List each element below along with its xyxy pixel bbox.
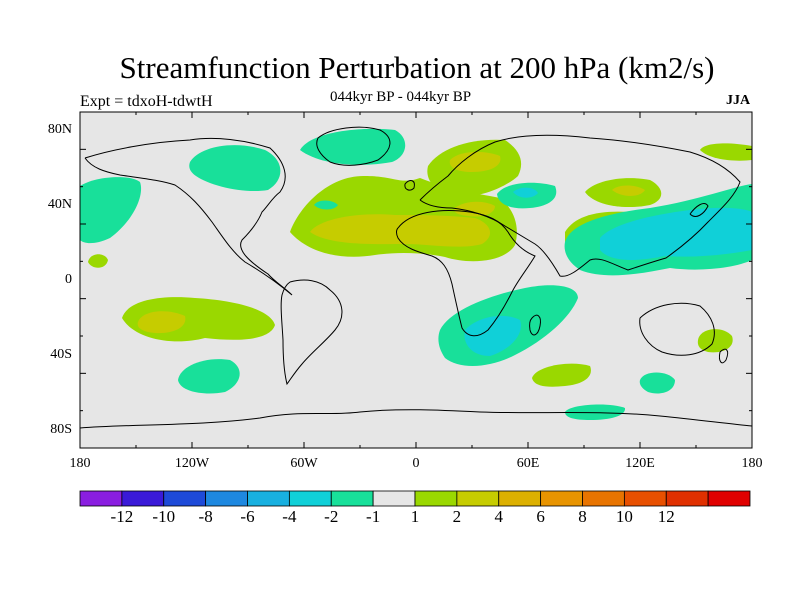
colorbar-tick-label: 4 — [494, 507, 504, 526]
colorbar-swatch — [540, 490, 583, 507]
coast-north-america — [84, 137, 293, 296]
colorbar-swatch — [163, 490, 207, 507]
period-label: 044kyr BP - 044kyr BP — [330, 89, 472, 105]
colorbar-swatch — [582, 490, 625, 507]
colorbar-swatch — [665, 490, 709, 507]
lat-label-80s: 80S — [50, 422, 72, 437]
coast-eurasia — [419, 134, 741, 277]
lon-label-0: 0 — [412, 456, 420, 471]
colorbar-swatch — [288, 490, 332, 507]
colorbar-tick-label: 10 — [615, 507, 633, 526]
colorbar-tick-label: -4 — [282, 507, 297, 526]
contour-pos-australia-east — [697, 329, 733, 353]
contour-pos2-europe — [449, 151, 501, 172]
lat-label-40s: 40S — [50, 347, 72, 362]
contour-neg-north-pacific — [80, 177, 142, 244]
coast-greenland — [316, 126, 391, 166]
colorbar-swatch — [247, 490, 290, 507]
coast-australia — [639, 302, 715, 356]
colorbar-swatch — [623, 490, 667, 507]
colorbar-swatch — [121, 490, 165, 507]
tick-layer — [79, 111, 753, 449]
contour-pos-north-pacific-east — [700, 143, 752, 161]
coastline-layer — [79, 126, 753, 429]
colorbar-tick-label: -8 — [198, 507, 213, 526]
contour-neg-atlantic-small — [314, 200, 338, 210]
colorbar-tick-label: 6 — [536, 507, 545, 526]
colorbar-tick-label: -12 — [110, 507, 134, 526]
colorbar-swatch — [79, 490, 123, 507]
colorbar-swatch — [330, 490, 374, 507]
lon-label-180w: 180 — [69, 456, 91, 471]
lon-label-60w: 60W — [290, 456, 318, 471]
contour-fill-layer — [80, 128, 752, 420]
colorbar-tick-label: -6 — [240, 507, 255, 526]
contour-pos-small-pacific — [88, 254, 108, 268]
contour-neg-north-america — [189, 145, 281, 192]
colorbar-swatch — [414, 490, 458, 507]
colorbar-tick-label: 2 — [452, 507, 462, 526]
coast-british-isles — [404, 180, 415, 191]
colorbar-tick-label: -2 — [324, 507, 339, 526]
colorbar-tick-label: -10 — [152, 507, 176, 526]
chart-title: Streamfunction Perturbation at 200 hPa (… — [119, 50, 715, 85]
contour-neg2-south-africa — [464, 315, 521, 356]
lon-label-120e: 120E — [625, 456, 655, 471]
lon-label-180e: 180 — [741, 456, 763, 471]
coast-japan — [689, 203, 709, 217]
contour-neg-west-edge — [80, 214, 92, 236]
map-background — [80, 112, 752, 448]
lat-label-80n: 80N — [47, 122, 72, 137]
contour-neg-southern-indian — [639, 372, 675, 394]
contour-neg2-caspian — [513, 187, 538, 198]
lat-label-0: 0 — [65, 272, 72, 287]
colorbar-swatch — [205, 490, 248, 507]
contour-neg2-west-pacific — [600, 207, 752, 260]
contour-pos2-africa — [310, 214, 491, 247]
colorbar-swatch — [372, 490, 416, 507]
coast-south-america — [280, 279, 343, 386]
season-label: JJA — [726, 93, 751, 108]
contour-neg-greenland — [300, 128, 406, 165]
colorbar — [79, 490, 751, 507]
colorbar-tick-label: 8 — [578, 507, 587, 526]
lon-label-60e: 60E — [516, 456, 540, 471]
colorbar-tick-label: -1 — [366, 507, 381, 526]
contour-pos2-central-asia — [612, 185, 645, 196]
lon-label-120w: 120W — [174, 456, 210, 471]
colorbar-tick-label: 1 — [410, 507, 420, 526]
lat-label-40n: 40N — [47, 197, 72, 212]
contour-pos2-south-pacific — [137, 311, 186, 334]
colorbar-tick-label: 12 — [657, 507, 675, 526]
colorbar-swatch — [707, 490, 751, 507]
contour-neg-antarctic — [565, 404, 626, 420]
contour-pos-indian-south — [532, 363, 591, 387]
coast-antarctica — [79, 409, 753, 429]
coast-new-zealand — [719, 348, 729, 364]
contour-neg-south-pacific — [178, 359, 240, 394]
colorbar-swatch — [456, 490, 500, 507]
colorbar-swatch — [498, 490, 542, 507]
experiment-label: Expt = tdxoH-tdwtH — [80, 93, 213, 110]
coast-madagascar — [529, 314, 541, 336]
contour-pos2-mediterranean — [454, 201, 495, 217]
